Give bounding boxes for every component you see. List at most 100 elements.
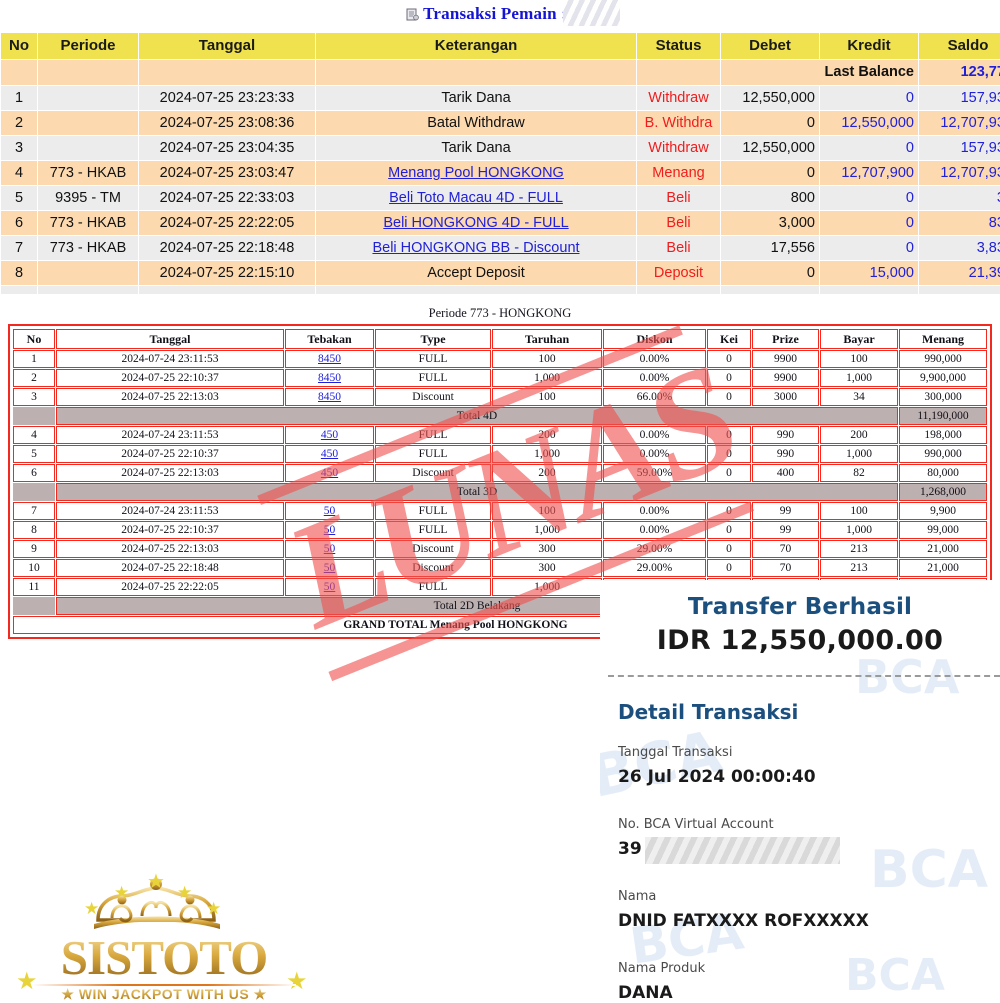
column-header-kredit: Kredit <box>820 33 919 60</box>
filler-cell <box>38 286 139 295</box>
tebakan-link[interactable]: 50 <box>324 505 336 517</box>
receipt-field-value: 39 <box>618 839 642 859</box>
detail-tanggal: 2024-07-24 23:11:53 <box>56 426 284 444</box>
transaction-keterangan: Tarik Dana <box>316 136 637 161</box>
detail-tebakan[interactable]: 8450 <box>285 350 374 368</box>
detail-type: FULL <box>375 369 491 387</box>
detail-kei: 0 <box>707 521 751 539</box>
bca-watermark: BCA <box>855 650 959 704</box>
detail-tebakan[interactable]: 50 <box>285 578 374 596</box>
total-label: Total 3D <box>56 483 898 501</box>
transaction-no: 6 <box>1 211 38 236</box>
detail-taruhan: 1,000 <box>492 369 602 387</box>
detail-tebakan[interactable]: 50 <box>285 540 374 558</box>
total-value: 1,268,000 <box>899 483 987 501</box>
detail-tanggal: 2024-07-24 23:11:53 <box>56 502 284 520</box>
receipt-field-label: Tanggal Transaksi <box>618 745 732 760</box>
transaction-keterangan[interactable]: Beli HONGKONG BB - Discount <box>316 236 637 261</box>
receipt-field-value: DANA <box>618 983 673 1000</box>
logo-tagline: ★ WIN JACKPOT WITH US ★ <box>14 986 314 1003</box>
detail-tebakan[interactable]: 450 <box>285 426 374 444</box>
keterangan-link[interactable]: Beli Toto Macau 4D - FULL <box>389 190 563 206</box>
transaction-status: Withdraw <box>637 136 721 161</box>
column-header-no: No <box>1 33 38 60</box>
transaction-kredit: 12,707,900 <box>820 161 919 186</box>
detail-no: 10 <box>13 559 55 577</box>
transaction-debet: 0 <box>721 261 820 286</box>
detail-menang: 21,000 <box>899 540 987 558</box>
detail-tanggal: 2024-07-25 22:10:37 <box>56 445 284 463</box>
tebakan-link[interactable]: 50 <box>324 562 336 574</box>
detail-tebakan[interactable]: 50 <box>285 559 374 577</box>
filler-cell <box>721 286 820 295</box>
column-header-status: Status <box>637 33 721 60</box>
transaction-periode <box>38 111 139 136</box>
detail-tebakan[interactable]: 450 <box>285 445 374 463</box>
detail-kei: 0 <box>707 369 751 387</box>
detail-menang: 198,000 <box>899 426 987 444</box>
total-spacer <box>13 483 55 501</box>
receipt-field-value: DNID FATXXXX ROFXXXXX <box>618 911 869 931</box>
value-redaction <box>645 837 840 864</box>
transaction-no: 5 <box>1 186 38 211</box>
keterangan-link[interactable]: Beli HONGKONG 4D - FULL <box>383 215 568 231</box>
tebakan-link[interactable]: 450 <box>321 429 338 441</box>
bca-watermark: BCA <box>845 950 945 1000</box>
transaction-kredit: 0 <box>820 211 919 236</box>
column-header-periode: Periode <box>38 33 139 60</box>
detail-tebakan[interactable]: 8450 <box>285 388 374 406</box>
detail-kei: 0 <box>707 445 751 463</box>
bca-watermark: BCA <box>870 840 988 900</box>
transaction-status: Beli <box>637 186 721 211</box>
detail-menang: 990,000 <box>899 350 987 368</box>
keterangan-link[interactable]: Menang Pool HONGKONG <box>388 165 564 181</box>
detail-tanggal: 2024-07-24 23:11:53 <box>56 350 284 368</box>
transaction-no: 2 <box>1 111 38 136</box>
detail-bayar: 1,000 <box>820 521 898 539</box>
transaction-tanggal: 2024-07-25 23:08:36 <box>139 111 316 136</box>
tebakan-link[interactable]: 50 <box>324 581 336 593</box>
detail-tebakan[interactable]: 50 <box>285 502 374 520</box>
title-redaction <box>563 0 620 26</box>
tebakan-link[interactable]: 50 <box>324 543 336 555</box>
tebakan-link[interactable]: 50 <box>324 524 336 536</box>
keterangan-link[interactable]: Beli HONGKONG BB - Discount <box>372 240 579 256</box>
total-value: 11,190,000 <box>899 407 987 425</box>
tebakan-link[interactable]: 8450 <box>318 353 341 365</box>
detail-type: Discount <box>375 540 491 558</box>
transaction-status: B. Withdra <box>637 111 721 136</box>
total-spacer <box>13 407 55 425</box>
transaction-keterangan[interactable]: Menang Pool HONGKONG <box>316 161 637 186</box>
transaction-tanggal: 2024-07-25 22:15:10 <box>139 261 316 286</box>
detail-transaksi-heading: Detail Transaksi <box>618 700 798 724</box>
detail-tebakan[interactable]: 50 <box>285 521 374 539</box>
receipt-field-label: Nama Produk <box>618 961 705 976</box>
detail-menang: 21,000 <box>899 559 987 577</box>
transaction-table: No Periode Tanggal Keterangan Status Deb… <box>0 32 1000 295</box>
detail-prize: 9900 <box>752 369 819 387</box>
tebakan-link[interactable]: 8450 <box>318 391 341 403</box>
detail-tebakan[interactable]: 450 <box>285 464 374 482</box>
detail-tebakan[interactable]: 8450 <box>285 369 374 387</box>
transaction-debet: 0 <box>721 161 820 186</box>
transaction-keterangan[interactable]: Beli HONGKONG 4D - FULL <box>316 211 637 236</box>
tebakan-link[interactable]: 450 <box>321 467 338 479</box>
detail-menang: 300,000 <box>899 388 987 406</box>
detail-column-menang: Menang <box>899 329 987 349</box>
transaction-tanggal: 2024-07-25 23:04:35 <box>139 136 316 161</box>
detail-taruhan: 100 <box>492 388 602 406</box>
receipt-field-label: No. BCA Virtual Account <box>618 817 774 832</box>
detail-column-diskon: Diskon <box>603 329 706 349</box>
detail-no: 9 <box>13 540 55 558</box>
transfer-status-title: Transfer Berhasil <box>600 594 1000 620</box>
table-filler-row <box>1 286 1000 295</box>
detail-diskon: 0.00% <box>603 521 706 539</box>
tebakan-link[interactable]: 8450 <box>318 372 341 384</box>
tebakan-link[interactable]: 450 <box>321 448 338 460</box>
detail-diskon: 59.00% <box>603 464 706 482</box>
transaction-keterangan[interactable]: Beli Toto Macau 4D - FULL <box>316 186 637 211</box>
